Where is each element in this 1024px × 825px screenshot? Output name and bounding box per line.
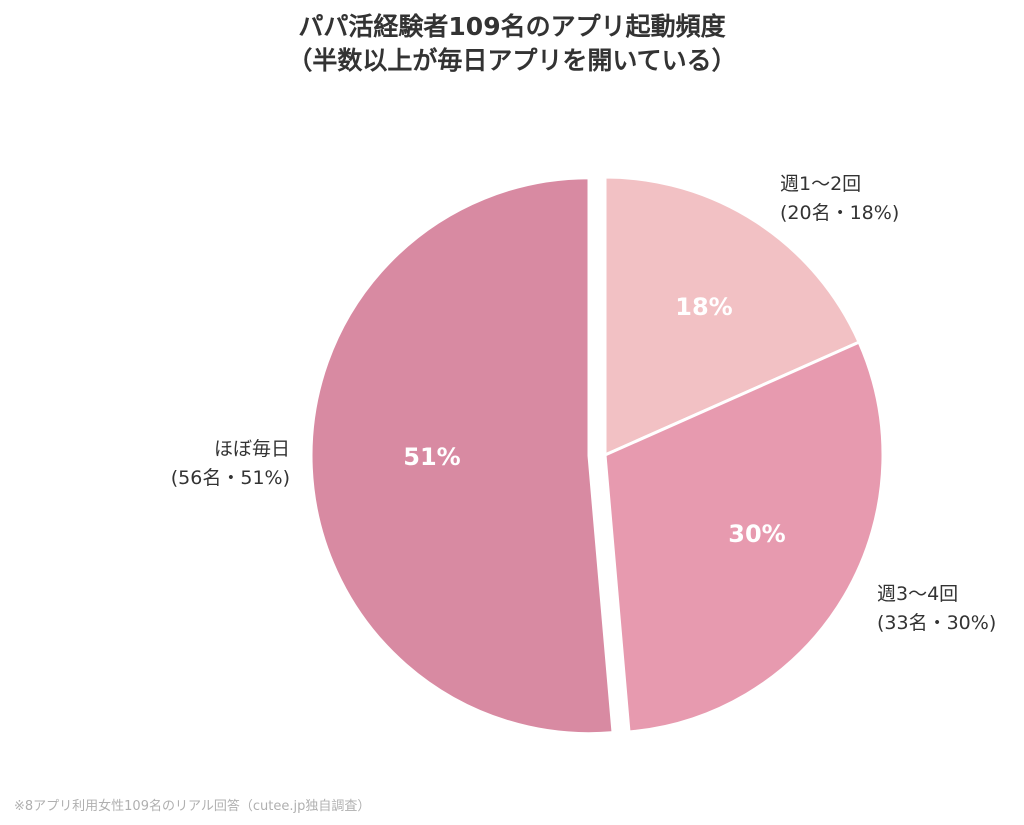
- slice-detail-label: (33名・30%): [877, 612, 996, 634]
- slice-value-label: 18%: [675, 293, 732, 321]
- slice-category-label: ほぼ毎日: [214, 438, 290, 460]
- chart-subtitle: （半数以上が毎日アプリを開いている）: [287, 46, 737, 75]
- slice-value-label: 30%: [728, 520, 785, 548]
- pie-slice: [603, 340, 885, 734]
- pie-slice: [603, 175, 861, 457]
- slice-value-label: 51%: [403, 443, 460, 471]
- footnote: ※8アプリ利用女性109名のリアル回答（cutee.jp独自調査）: [14, 799, 371, 814]
- slice-detail-label: (20名・18%): [780, 202, 899, 224]
- slice-category-label: 週3〜4回: [877, 583, 958, 605]
- slice-detail-label: (56名・51%): [171, 467, 290, 489]
- slice-category-label: 週1〜2回: [780, 173, 861, 195]
- pie-slice: [309, 176, 615, 736]
- chart-title: パパ活経験者109名のアプリ起動頻度: [298, 12, 726, 41]
